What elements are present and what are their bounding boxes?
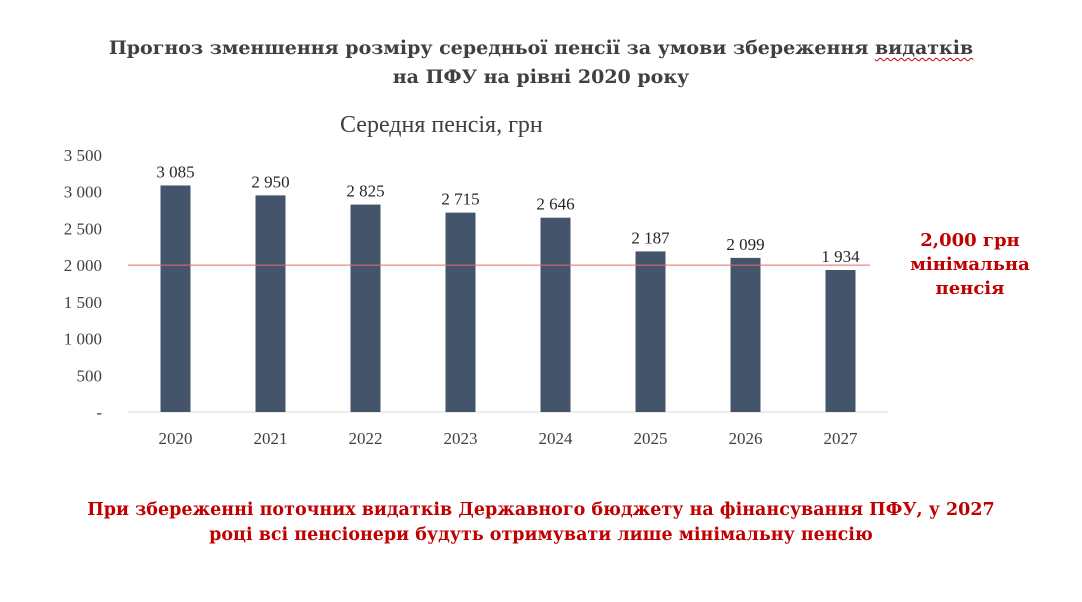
bar [825,269,856,412]
x-tick-label: 2021 [254,429,288,448]
y-tick-label: 3 000 [64,183,102,202]
y-tick-label: - [96,403,102,422]
bar [350,204,381,412]
data-label: 2 646 [536,195,574,214]
x-tick-label: 2024 [539,429,574,448]
bar [635,251,666,412]
data-label: 2 950 [251,172,289,191]
y-tick-label: 1 000 [64,330,102,349]
x-tick-label: 2023 [444,429,478,448]
y-tick-label: 1 500 [64,293,102,312]
min-pension-label: 2,000 грн мінімальна пенсія [895,229,1045,301]
conclusion-text: При збереженні поточних видатків Державн… [20,498,1062,548]
min-pension-label-line3: пенсія [935,278,1005,299]
bar [255,195,286,412]
y-tick-label: 2 500 [64,219,102,238]
slide-title-line1-text: Прогноз зменшення розміру середньої пенс… [108,37,875,59]
data-label: 1 934 [821,247,860,266]
slide-title: Прогноз зменшення розміру середньої пенс… [0,34,1082,92]
conclusion-line1: При збереженні поточних видатків Державн… [87,500,995,520]
bar [160,185,191,412]
y-tick-label: 2 000 [64,256,102,275]
x-tick-label: 2025 [634,429,668,448]
bar [445,212,476,412]
x-tick-label: 2022 [349,429,383,448]
data-label: 3 085 [156,162,194,181]
y-tick-label: 3 500 [64,146,102,165]
bar [540,217,571,412]
conclusion-line2: році всі пенсіонери будуть отримувати ли… [209,525,873,545]
min-pension-label-line1: 2,000 грн [920,230,1020,251]
y-tick-label: 500 [77,366,103,385]
data-label: 2 187 [631,228,670,247]
x-tick-label: 2020 [159,429,193,448]
chart-title: Середня пенсія, грн [340,112,543,138]
min-pension-label-line2: мінімальна [910,254,1030,275]
x-tick-label: 2026 [729,429,763,448]
bar [730,257,761,412]
slide-title-line1-underlined: видатків [874,37,974,59]
data-label: 2 825 [346,182,384,201]
x-tick-label: 2027 [824,429,859,448]
data-label: 2 715 [441,190,479,209]
data-label: 2 099 [726,235,764,254]
slide-title-line1: Прогноз зменшення розміру середньої пенс… [0,34,1082,63]
slide-title-line2: на ПФУ на рівні 2020 року [392,66,690,88]
